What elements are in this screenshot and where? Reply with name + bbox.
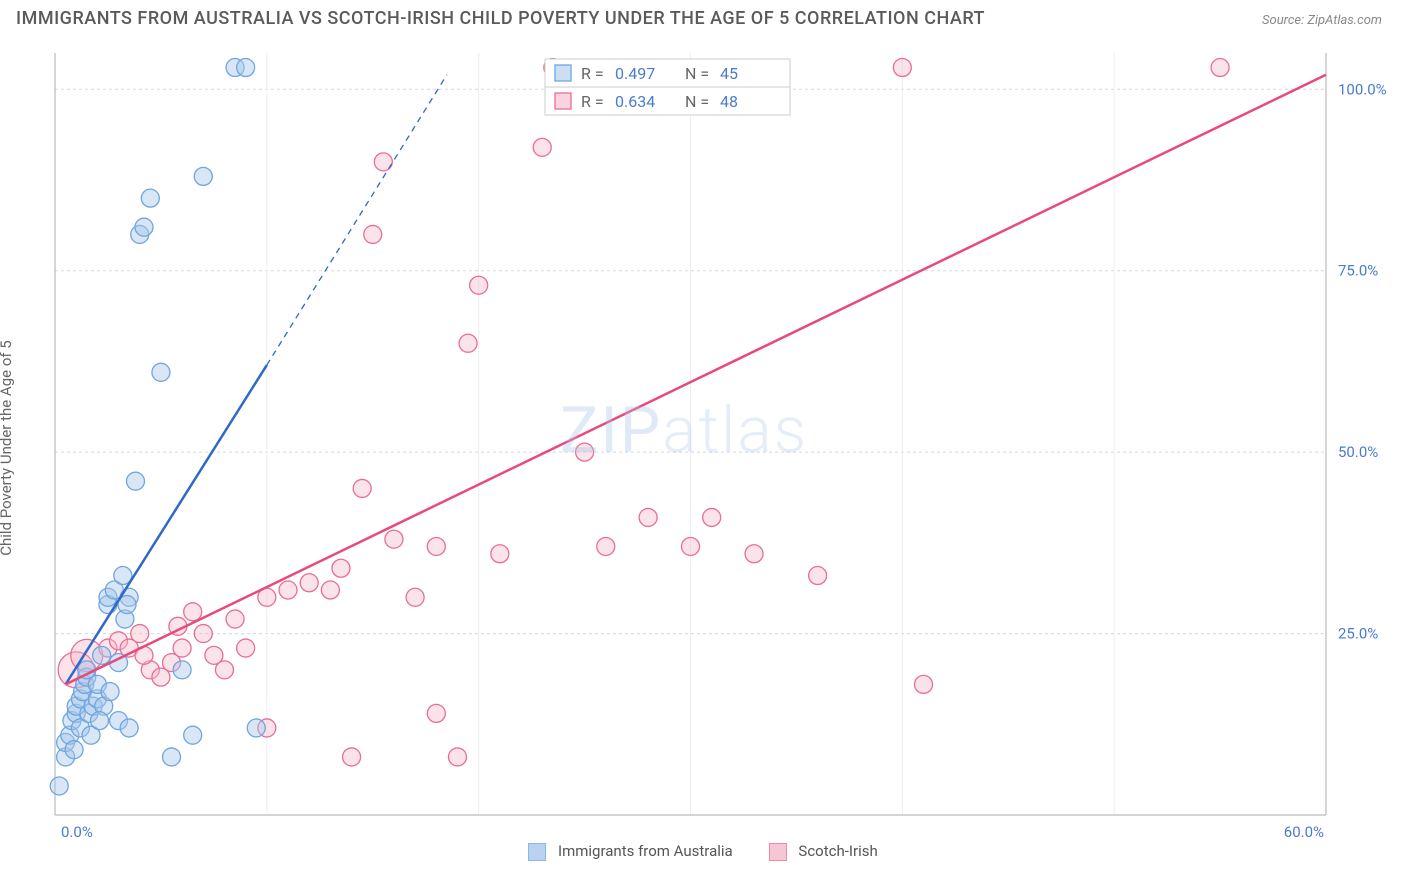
svg-text:0.634: 0.634 bbox=[615, 92, 655, 111]
svg-text:R =: R = bbox=[581, 92, 604, 111]
svg-text:25.0%: 25.0% bbox=[1338, 625, 1378, 643]
legend-label-a: Immigrants from Australia bbox=[558, 842, 733, 860]
legend-item-b: Scotch-Irish bbox=[769, 842, 878, 861]
svg-text:0.497: 0.497 bbox=[615, 64, 655, 83]
svg-text:N =: N = bbox=[685, 64, 709, 83]
chart-title: IMMIGRANTS FROM AUSTRALIA VS SCOTCH-IRIS… bbox=[16, 8, 985, 29]
title-bar: IMMIGRANTS FROM AUSTRALIA VS SCOTCH-IRIS… bbox=[0, 0, 1406, 33]
svg-text:45: 45 bbox=[720, 64, 738, 83]
svg-text:N =: N = bbox=[685, 92, 709, 111]
chart-area: Child Poverty Under the Age of 5 ZIPatla… bbox=[0, 33, 1406, 863]
svg-text:100.0%: 100.0% bbox=[1338, 80, 1387, 98]
scatter-plot-svg: 25.0% 50.0% 75.0% 100.0% 0.0% 60.0% R = 0.497 N … bbox=[0, 33, 1406, 863]
svg-text:75.0%: 75.0% bbox=[1338, 262, 1378, 280]
svg-text:48: 48 bbox=[720, 92, 738, 111]
legend-label-b: Scotch-Irish bbox=[798, 842, 877, 860]
svg-text:R =: R = bbox=[581, 64, 604, 83]
svg-text:0.0%: 0.0% bbox=[61, 823, 93, 841]
y-axis-label: Child Poverty Under the Age of 5 bbox=[0, 340, 15, 556]
svg-text:60.0%: 60.0% bbox=[1284, 823, 1324, 841]
bottom-legend: Immigrants from Australia Scotch-Irish bbox=[0, 842, 1406, 861]
legend-swatch-b bbox=[769, 843, 787, 861]
svg-text:50.0%: 50.0% bbox=[1338, 443, 1378, 461]
legend-item-a: Immigrants from Australia bbox=[528, 842, 732, 861]
legend-swatch-a bbox=[528, 843, 546, 861]
source-label: Source: ZipAtlas.com bbox=[1262, 13, 1382, 28]
